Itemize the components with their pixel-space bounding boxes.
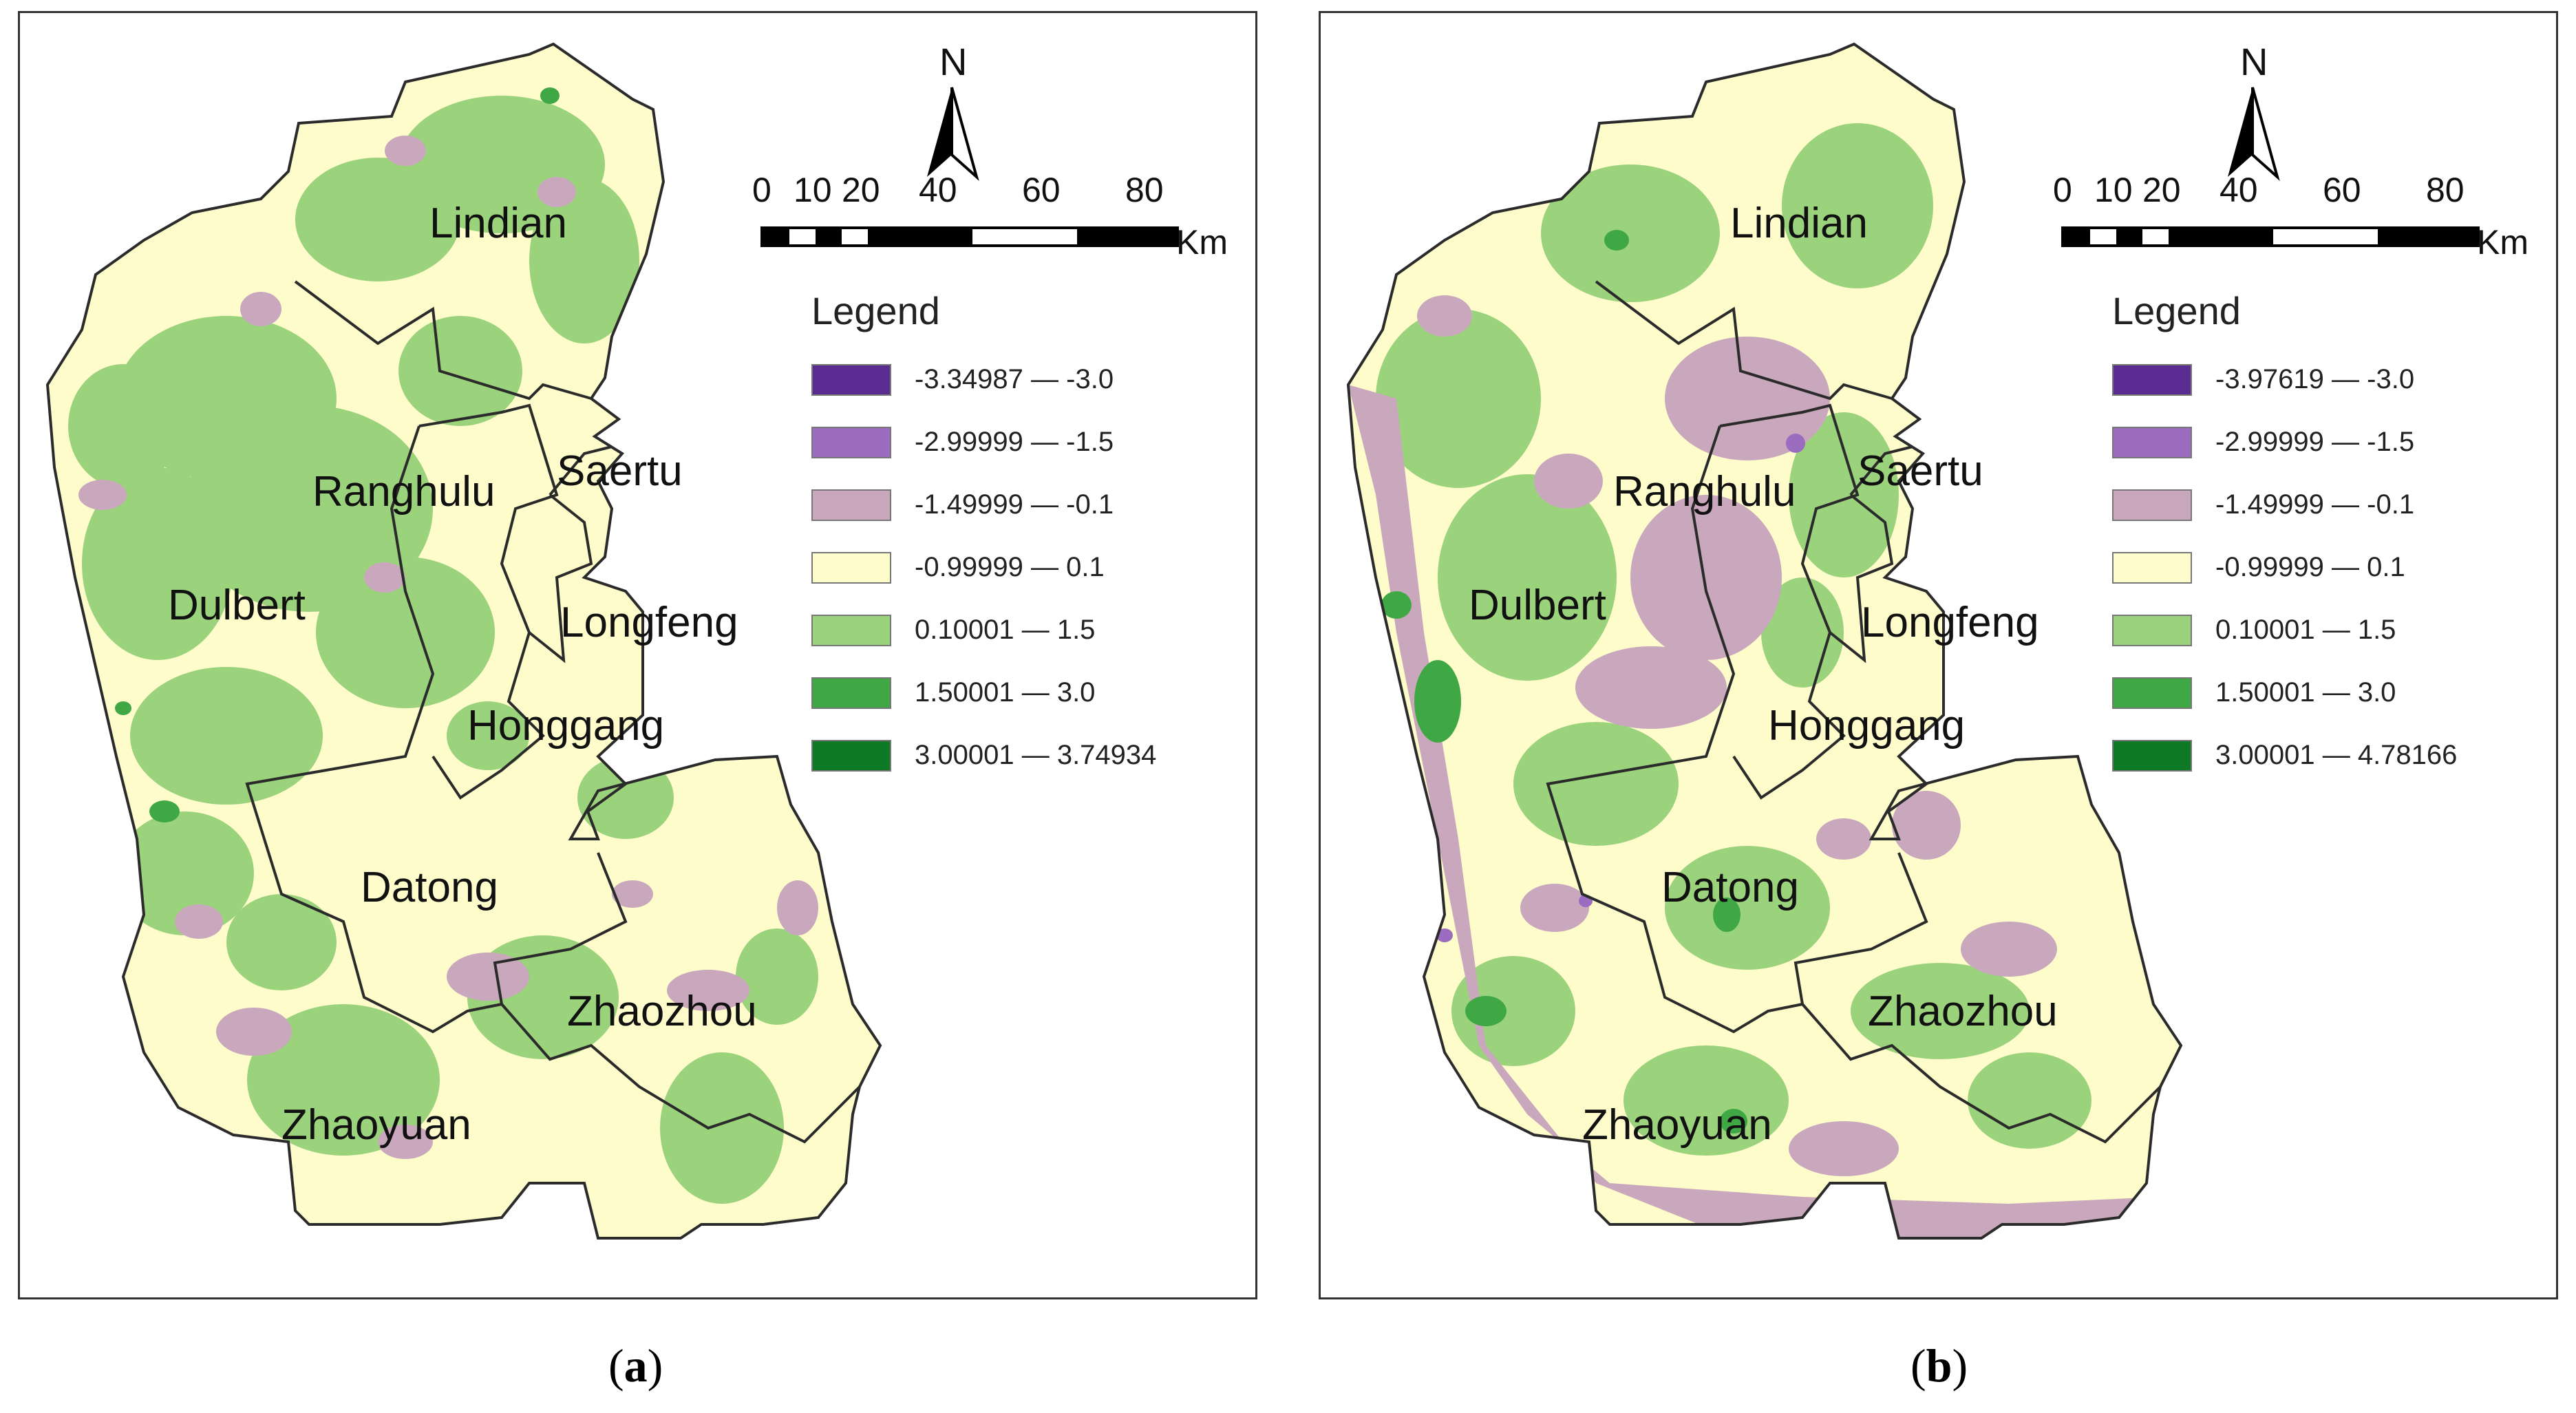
legend-label: -2.99999 — -1.5 — [2215, 427, 2415, 457]
north-arrow-label: N — [2240, 40, 2268, 83]
legend-item: -2.99999 — -1.5 — [2112, 411, 2539, 474]
district-label-zhaoyuan: Zhaoyuan — [1582, 1101, 1772, 1149]
legend-swatch — [811, 489, 891, 521]
legend-swatch — [2112, 739, 2192, 772]
legend-item: -3.34987 — -3.0 — [811, 348, 1238, 411]
legend-label: 0.10001 — 1.5 — [2215, 615, 2396, 645]
scale-tick-80: 80 — [1125, 171, 1164, 209]
map-panel-b: Lindian Saertu Ranghulu Dulbert Longfeng… — [1319, 11, 2558, 1299]
scale-tick-40: 40 — [2220, 171, 2258, 209]
caption-letter: b — [1926, 1339, 1952, 1392]
district-label-honggang: Honggang — [467, 702, 665, 750]
scale-tick-10: 10 — [2094, 171, 2133, 209]
legend-swatch — [811, 677, 891, 709]
legend-label: -3.97619 — -3.0 — [2215, 364, 2415, 394]
scale-tick-60: 60 — [2323, 171, 2361, 209]
district-label-honggang: Honggang — [1768, 702, 1966, 750]
legend-label: -0.99999 — 0.1 — [2215, 552, 2405, 582]
district-label-saertu: Saertu — [557, 447, 683, 495]
scale-bar-graphic — [2061, 226, 2480, 247]
district-label-ranghulu: Ranghulu — [312, 468, 496, 516]
legend-label: 3.00001 — 4.78166 — [2215, 740, 2458, 770]
district-label-longfeng: Longfeng — [560, 599, 738, 646]
map-panel-a: Lindian Saertu Ranghulu Dulbert Longfeng… — [18, 11, 1257, 1299]
legend-swatch — [811, 363, 891, 396]
scale-bar: 0 10 20 40 60 80 Km — [722, 170, 1228, 266]
legend-swatch — [2112, 677, 2192, 709]
scale-unit: Km — [1176, 223, 1228, 262]
district-label-zhaozhou: Zhaozhou — [567, 988, 757, 1035]
scale-bar-graphic — [760, 226, 1179, 247]
legend-label: -3.34987 — -3.0 — [915, 364, 1114, 394]
district-label-datong: Datong — [1661, 864, 1799, 911]
legend-swatch — [811, 426, 891, 458]
district-label-saertu: Saertu — [1858, 447, 1983, 495]
legend-item: -0.99999 — 0.1 — [2112, 536, 2539, 599]
legend-a: Legend -3.34987 — -3.0 -2.99999 — -1.5 -… — [811, 288, 1238, 787]
north-arrow-label: N — [939, 40, 968, 83]
district-label-ranghulu: Ranghulu — [1613, 468, 1796, 516]
legend-swatch — [2112, 551, 2192, 584]
scale-tick-20: 20 — [842, 171, 880, 209]
north-arrow: N — [915, 39, 997, 191]
legend-label: -2.99999 — -1.5 — [915, 427, 1114, 457]
district-label-dulbert: Dulbert — [168, 582, 306, 629]
legend-swatch — [2112, 614, 2192, 646]
caption-b: (b) — [1910, 1339, 1968, 1392]
legend-swatch — [811, 739, 891, 772]
legend-swatch — [2112, 363, 2192, 396]
scale-tick-10: 10 — [794, 171, 832, 209]
map-b-canvas — [1347, 43, 2182, 1240]
north-arrow-icon — [2228, 87, 2280, 181]
legend-item: 1.50001 — 3.0 — [2112, 661, 2539, 724]
legend-label: 1.50001 — 3.0 — [915, 677, 1096, 708]
legend-item: 1.50001 — 3.0 — [811, 661, 1238, 724]
district-label-zhaozhou: Zhaozhou — [1868, 988, 2058, 1035]
legend-b: Legend -3.97619 — -3.0 -2.99999 — -1.5 -… — [2112, 288, 2539, 787]
scale-unit: Km — [2477, 223, 2529, 262]
scale-tick-0: 0 — [752, 171, 771, 209]
caption-a: (a) — [608, 1339, 663, 1392]
legend-title: Legend — [2112, 289, 2241, 332]
legend-label: 1.50001 — 3.0 — [2215, 677, 2396, 708]
legend-label: -0.99999 — 0.1 — [915, 552, 1105, 582]
legend-item: 0.10001 — 1.5 — [811, 599, 1238, 661]
legend-item: -3.97619 — -3.0 — [2112, 348, 2539, 411]
scale-tick-40: 40 — [919, 171, 957, 209]
legend-swatch — [2112, 489, 2192, 521]
legend-label: 0.10001 — 1.5 — [915, 615, 1096, 645]
caption-letter: a — [624, 1339, 648, 1392]
north-arrow-icon — [927, 87, 979, 181]
legend-item: 3.00001 — 3.74934 — [811, 724, 1238, 787]
legend-item: -2.99999 — -1.5 — [811, 411, 1238, 474]
legend-title: Legend — [811, 289, 940, 332]
north-arrow: N — [2215, 39, 2298, 191]
scale-tick-80: 80 — [2426, 171, 2465, 209]
legend-label: -1.49999 — -0.1 — [915, 489, 1114, 520]
scale-bar: 0 10 20 40 60 80 Km — [2023, 170, 2529, 266]
district-label-dulbert: Dulbert — [1469, 582, 1606, 629]
legend-label: -1.49999 — -0.1 — [2215, 489, 2415, 520]
legend-swatch — [811, 614, 891, 646]
scale-tick-0: 0 — [2053, 171, 2072, 209]
district-label-lindian: Lindian — [429, 200, 567, 247]
scale-tick-60: 60 — [1022, 171, 1061, 209]
map-a-canvas — [46, 43, 882, 1240]
scale-tick-20: 20 — [2142, 171, 2181, 209]
district-label-longfeng: Longfeng — [1861, 599, 2039, 646]
legend-item: -1.49999 — -0.1 — [2112, 474, 2539, 536]
district-label-datong: Datong — [361, 864, 498, 911]
legend-item: -0.99999 — 0.1 — [811, 536, 1238, 599]
legend-swatch — [2112, 426, 2192, 458]
district-label-zhaoyuan: Zhaoyuan — [281, 1101, 471, 1149]
legend-swatch — [811, 551, 891, 584]
legend-item: 0.10001 — 1.5 — [2112, 599, 2539, 661]
legend-label: 3.00001 — 3.74934 — [915, 740, 1157, 770]
legend-item: -1.49999 — -0.1 — [811, 474, 1238, 536]
district-label-lindian: Lindian — [1730, 200, 1868, 247]
legend-item: 3.00001 — 4.78166 — [2112, 724, 2539, 787]
